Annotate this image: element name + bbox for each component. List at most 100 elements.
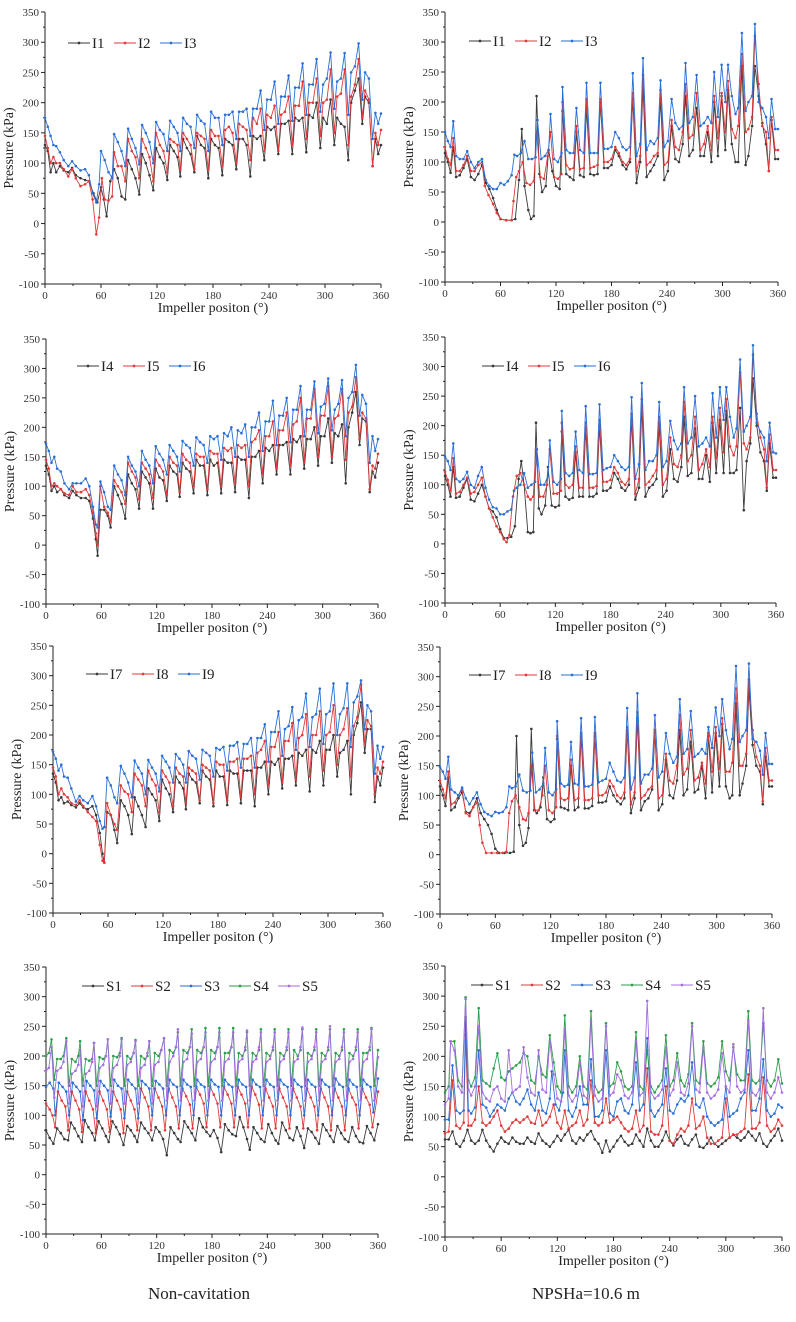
data-point xyxy=(589,1079,593,1082)
data-point xyxy=(619,802,623,806)
data-point xyxy=(717,1121,720,1124)
data-point xyxy=(295,1096,299,1099)
data-point xyxy=(776,157,780,161)
data-point xyxy=(606,166,610,170)
data-point xyxy=(687,154,691,158)
data-point xyxy=(83,1118,86,1122)
data-point xyxy=(675,1061,679,1064)
data-point xyxy=(57,793,60,796)
data-point xyxy=(627,483,631,487)
data-point xyxy=(596,151,599,155)
data-point xyxy=(225,803,229,807)
data-point xyxy=(529,1091,533,1094)
data-point xyxy=(379,128,383,132)
data-point xyxy=(491,516,495,519)
data-point xyxy=(124,198,127,201)
data-point xyxy=(660,1103,664,1106)
data-point xyxy=(484,495,487,498)
data-point xyxy=(751,743,754,747)
x-tick-label: 360 xyxy=(770,288,787,300)
data-point xyxy=(64,1105,67,1108)
data-point xyxy=(535,448,539,451)
data-point xyxy=(216,452,219,456)
data-point xyxy=(124,517,127,520)
data-point xyxy=(214,746,218,750)
data-point xyxy=(204,775,208,778)
data-point xyxy=(174,766,178,769)
data-point xyxy=(55,1127,59,1130)
data-point xyxy=(263,149,266,153)
series-I4 xyxy=(443,377,778,540)
data-point xyxy=(319,405,323,409)
data-point xyxy=(243,1045,247,1049)
data-point xyxy=(705,1142,709,1145)
x-tick-label: 240 xyxy=(259,610,276,622)
data-point xyxy=(154,799,157,802)
data-point xyxy=(597,1115,600,1118)
data-point xyxy=(116,176,120,180)
y-tick-label: 150 xyxy=(31,760,48,772)
data-point xyxy=(736,160,740,164)
legend-item-S3: S3 xyxy=(180,979,220,995)
data-point xyxy=(374,131,377,135)
data-point xyxy=(75,482,78,485)
data-point xyxy=(43,134,47,138)
data-point xyxy=(341,1085,345,1089)
data-point xyxy=(74,1060,77,1064)
data-point xyxy=(352,724,356,728)
data-point xyxy=(492,1088,496,1091)
data-point xyxy=(102,490,106,494)
x-tick-label: 0 xyxy=(43,1240,49,1252)
data-point xyxy=(313,380,316,383)
x-tick-label: 180 xyxy=(210,919,227,931)
data-point xyxy=(325,122,329,126)
data-point xyxy=(267,1096,271,1099)
data-point xyxy=(507,1142,511,1145)
data-point xyxy=(310,1083,313,1086)
series-S3 xyxy=(443,1015,784,1127)
data-point xyxy=(109,508,112,512)
data-point xyxy=(588,495,591,498)
data-point xyxy=(338,733,342,737)
data-point xyxy=(687,1124,690,1127)
data-point xyxy=(556,1121,559,1124)
data-point xyxy=(560,409,564,413)
data-point xyxy=(552,492,555,495)
data-point xyxy=(124,179,127,183)
legend-item-S5: S5 xyxy=(671,978,711,994)
x-tick-label: 180 xyxy=(204,610,221,622)
data-point xyxy=(638,142,642,146)
data-point xyxy=(314,1136,317,1140)
data-point xyxy=(223,1060,227,1064)
data-point xyxy=(126,455,130,459)
data-point xyxy=(231,110,234,113)
data-point xyxy=(80,1140,84,1144)
data-point xyxy=(350,390,354,394)
data-point xyxy=(694,1103,698,1106)
data-point xyxy=(203,137,206,141)
data-point xyxy=(528,183,532,187)
data-point xyxy=(606,147,610,151)
data-point xyxy=(67,1102,71,1105)
y-tick-label: 50 xyxy=(29,511,41,523)
y-tick-label: 350 xyxy=(423,332,440,344)
series-I8 xyxy=(51,683,385,864)
data-point xyxy=(464,997,467,1001)
data-point xyxy=(216,1045,219,1049)
data-point xyxy=(643,773,646,776)
legend-label: S5 xyxy=(302,979,318,995)
data-point xyxy=(749,436,752,439)
data-point xyxy=(289,464,292,467)
data-point xyxy=(299,384,302,388)
legend-item-I4: I4 xyxy=(482,359,519,375)
data-point xyxy=(112,464,116,467)
data-point xyxy=(696,752,700,756)
data-point xyxy=(696,776,700,779)
data-point xyxy=(109,1102,112,1105)
data-point xyxy=(443,470,447,474)
data-point xyxy=(443,455,447,458)
data-point xyxy=(195,1048,199,1052)
x-tick-label: 360 xyxy=(375,919,392,931)
series-line-S1 xyxy=(445,1128,783,1154)
